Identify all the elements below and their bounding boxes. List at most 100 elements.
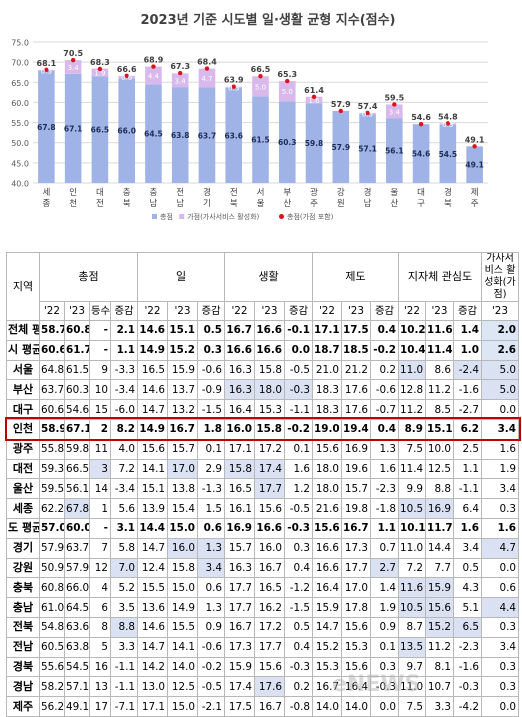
value-cell: 16.7 [224, 616, 255, 638]
value-cell: 15.6 [137, 438, 168, 460]
value-cell: 0.9 [197, 616, 225, 638]
value-cell: 54.5 [64, 656, 90, 678]
value-cell: 3.4 [481, 418, 519, 440]
subheader-cell: 증감 [197, 301, 225, 321]
value-cell: 18.5 [341, 339, 371, 361]
value-cell: 59.5 [39, 478, 65, 500]
bar-base [252, 96, 269, 183]
value-cell: 15.8 [254, 359, 285, 381]
value-cell: 21.2 [341, 359, 371, 381]
value-cell: 14.9 [137, 418, 168, 440]
value-cell: 4.0 [110, 438, 138, 460]
total-dot [472, 144, 477, 149]
value-cell: 64.8 [39, 359, 65, 381]
value-cell: 4.4 [481, 597, 519, 618]
bar-base [386, 118, 403, 183]
value-cell: 56.2 [39, 696, 65, 717]
value-cell: 60.8 [64, 320, 90, 341]
total-dot [365, 110, 370, 116]
subheader-cell: '23 [481, 301, 519, 321]
x-tick-label: 인 [69, 187, 77, 198]
total-label: 57.4 [358, 102, 378, 111]
value-cell: 0.3 [197, 339, 225, 361]
x-tick-label: 종 [42, 199, 50, 209]
value-cell: 17.4 [224, 676, 255, 698]
value-cell: 15.7 [167, 438, 198, 460]
base-label: 61.5 [251, 136, 270, 145]
value-cell: 16.6 [312, 557, 342, 579]
value-cell: 59.3 [39, 458, 65, 480]
value-cell: 17.3 [224, 636, 255, 658]
value-cell: 16.4 [224, 399, 255, 420]
x-tick-label: 전 [176, 187, 184, 198]
bar-base [278, 101, 296, 183]
value-cell: 1.1 [453, 458, 482, 480]
total-dot [70, 57, 76, 63]
value-cell: 14.6 [137, 616, 168, 638]
value-cell: 17.6 [341, 379, 371, 401]
value-cell: 17.0 [167, 458, 198, 480]
bonus-label: 5.0 [255, 83, 266, 91]
value-cell: 18.0 [254, 379, 285, 401]
value-cell: 15.6 [425, 597, 454, 618]
value-cell: 0.0 [481, 557, 519, 579]
subheader-cell: '23 [167, 301, 198, 321]
subheader-cell: 증감 [453, 301, 482, 321]
value-cell: 15.3 [254, 399, 285, 420]
bonus-label: 3.4 [389, 108, 401, 116]
bar-base [38, 71, 55, 183]
value-cell: 17.2 [254, 616, 285, 638]
total-dot [311, 94, 317, 99]
value-cell: 17.5 [341, 320, 371, 341]
value-cell: 14.7 [137, 636, 168, 658]
bonus-label: 1.9 [94, 69, 105, 77]
value-cell: 0.2 [370, 359, 399, 381]
x-tick-label: 제 [471, 188, 479, 198]
value-cell: 0.3 [284, 537, 313, 559]
total-dot [258, 74, 263, 79]
x-tick-label: 북 [444, 199, 452, 209]
value-cell: 5.0 [481, 379, 519, 401]
value-cell: 14.6 [137, 379, 168, 401]
value-cell: 15.2 [425, 616, 454, 638]
value-cell: -1.6 [453, 379, 482, 401]
value-cell: 15.9 [167, 359, 198, 381]
value-cell: 15.8 [167, 557, 198, 579]
subheader-cell: '22 [224, 301, 255, 321]
group-header-work: 일 [137, 252, 225, 302]
x-tick-label: 원 [337, 199, 345, 209]
value-cell: 57.0 [39, 517, 65, 539]
value-cell: -4.2 [453, 696, 482, 717]
value-cell: 11.7 [425, 517, 454, 539]
value-cell: 15.1 [425, 418, 454, 440]
total-label: 68.4 [197, 58, 217, 67]
total-label: 57.9 [331, 100, 351, 109]
total-label: 49.1 [465, 135, 485, 144]
bonus-label: 0.6 [121, 74, 133, 82]
value-cell: 11.0 [398, 676, 426, 698]
region-cell: 인천 [6, 418, 40, 440]
value-cell: 1.9 [481, 458, 519, 480]
value-cell: 15.2 [312, 636, 342, 658]
bar-bonus [171, 73, 189, 88]
table-row: 도 평균 57.0 60.0-3.1 14.4 15.0 0.6 16.9 16.6 -0.3 1… [6, 517, 519, 539]
value-cell: 8.9 [398, 418, 426, 440]
value-cell: -0.2 [284, 418, 313, 440]
value-cell: 15.6 [254, 656, 285, 678]
table-row: 경북 55.6 54.5 16 -1.1 14.2 14.0 -0.2 15.9 15.6 -0.3… [6, 656, 519, 678]
value-cell: 0.3 [481, 656, 519, 678]
y-tick-label: 45.0 [11, 159, 29, 168]
x-tick-label: 부 [283, 188, 291, 198]
value-cell: 21.0 [312, 359, 342, 381]
value-cell: -0.7 [370, 399, 399, 420]
value-cell: -1.1 [284, 399, 313, 420]
value-cell: 0.0 [481, 696, 519, 717]
value-cell: -1.6 [453, 656, 482, 678]
value-cell: 16.9 [425, 498, 454, 519]
value-cell: 17.5 [224, 696, 255, 717]
value-cell: 16.6 [254, 517, 285, 539]
value-cell: 2 [89, 418, 111, 440]
value-cell: 2.6 [481, 339, 519, 361]
value-cell: 16.0 [224, 418, 255, 440]
value-cell: -2.1 [197, 696, 225, 717]
